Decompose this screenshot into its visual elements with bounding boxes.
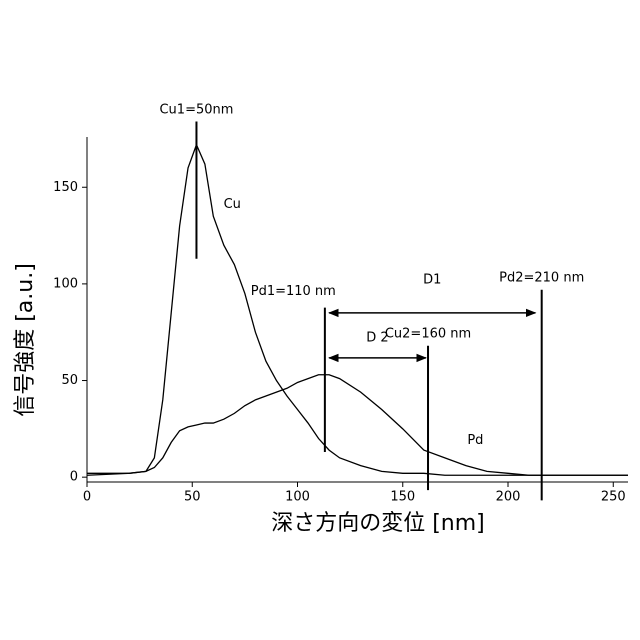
chart: 深さ方向の変位 [nm] 信号強度 [a.u.] 0 50 100 150 200 250… xyxy=(0,0,640,640)
x-tick-label: 150 xyxy=(390,490,415,505)
marker-label: Pd2=210 nm xyxy=(499,271,584,286)
x-tick-label: 0 xyxy=(83,490,91,505)
y-tick-label: 100 xyxy=(53,276,78,291)
marker-label: Pd1=110 nm xyxy=(251,284,336,299)
arrow-label: D 2 xyxy=(366,331,388,346)
marker-label: Cu2=160 nm xyxy=(385,327,471,342)
y-axis-label: 信号強度 [a.u.] xyxy=(13,263,38,417)
marker-label: Cu1=50nm xyxy=(159,102,233,117)
arrow-label: D1 xyxy=(423,273,441,288)
x-tick-label: 50 xyxy=(184,490,201,505)
x-tick-label: 200 xyxy=(496,490,521,505)
x-axis-label: 深さ方向の変位 [nm] xyxy=(271,511,485,536)
y-tick-label: 50 xyxy=(61,373,78,388)
series-label: Pd xyxy=(467,433,483,448)
series-line xyxy=(87,375,628,476)
series-line xyxy=(87,145,628,476)
x-tick-label: 250 xyxy=(601,490,626,505)
y-tick-label: 150 xyxy=(53,180,78,195)
y-tick-label: 0 xyxy=(70,470,78,485)
series-label: Cu xyxy=(224,197,241,212)
x-tick-label: 100 xyxy=(285,490,310,505)
